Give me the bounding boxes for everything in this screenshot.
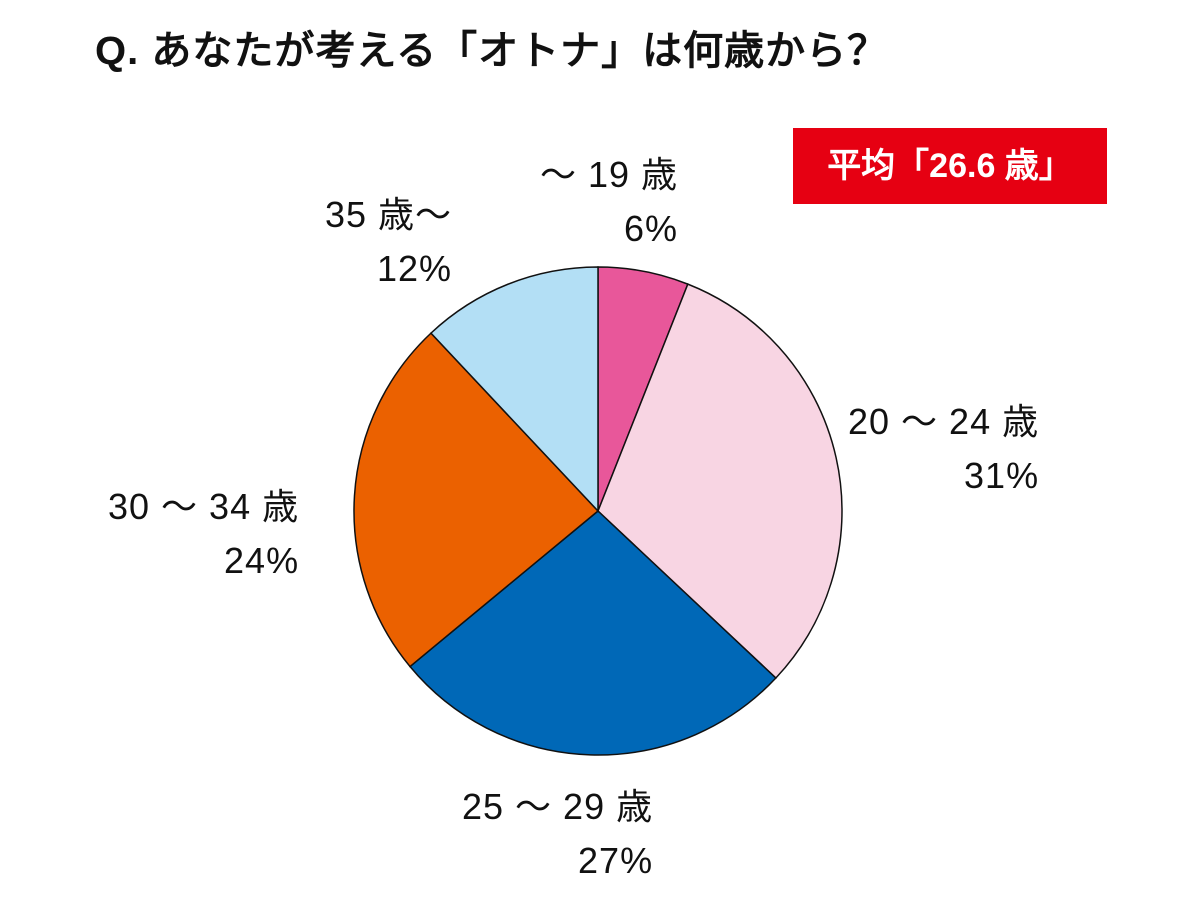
slice-label-percent: 24% (224, 540, 300, 581)
pie-slice-25-29 (408, 510, 777, 756)
pie-slice-20-24 (597, 283, 843, 680)
slice-label-name: 30 ～ 34 歳 (108, 486, 300, 527)
slice-label-percent: 31% (964, 455, 1040, 496)
average-badge: 平均「26.6 歳」 (793, 128, 1107, 204)
pie-slice-35-plus (429, 266, 599, 513)
slice-label-under-19: ～ 19 歳 6% (540, 148, 678, 256)
slice-label-25-29: 25 ～ 29 歳 27% (462, 780, 653, 888)
chart-title: Q. あなたが考える「オトナ」は何歳から？ (95, 29, 889, 73)
slice-label-percent: 12% (376, 248, 453, 289)
slice-label-name: ～ 19 歳 (540, 154, 679, 195)
slice-label-30-34: 30 ～ 34 歳 24% (108, 480, 299, 588)
slice-label-percent: 6% (624, 208, 679, 249)
slice-label-35-plus: 35 歳～ 12% (325, 188, 452, 296)
pie-slice-30-34 (353, 332, 600, 668)
slice-label-percent: 27% (578, 840, 654, 881)
slice-label-name: 35 歳～ (325, 194, 453, 235)
slice-label-name: 25 ～ 29 歳 (462, 786, 654, 827)
slice-label-20-24: 20 ～ 24 歳 31% (848, 395, 1039, 503)
slice-label-name: 20 ～ 24 歳 (848, 401, 1040, 442)
